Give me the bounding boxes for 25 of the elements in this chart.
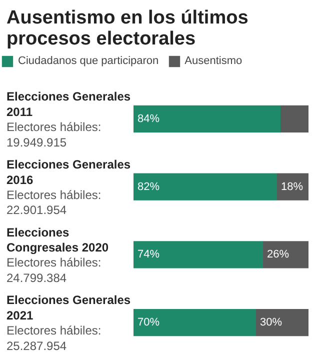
y-tick-label: Elecciones Generales 2011 [6,90,131,119]
data-label: 82% [138,180,160,193]
data-label: 18% [281,180,304,193]
bar [134,105,280,133]
bar [134,308,256,336]
text: Electores hábiles: 19.949.915 [6,120,102,150]
legend-label: Ciudadanos que participaron [18,55,159,67]
bar [134,173,277,200]
data-label: 70% [138,316,160,329]
legend-label: Ausentismo [184,55,242,67]
data-label: 84% [138,112,160,125]
text: Electores hábiles: 25.287.954 [6,324,102,353]
bar [280,105,308,133]
text: Electores hábiles: 24.799.384 [6,256,102,286]
y-tick-label: Elecciones Congresales 2020 [6,225,109,255]
chart-title: Ausentismo en los últimos procesos electorales [6,8,248,50]
bar [256,308,308,336]
y-tick-label: Elecciones Generales 2021 [6,293,131,323]
data-label: 26% [267,248,290,261]
data-label: 30% [260,316,282,329]
text: Electores hábiles: 22.901.954 [6,188,102,218]
data-label: 74% [138,248,160,261]
bar [134,241,263,268]
y-tick-label: Elecciones Generales 2016 [6,157,131,187]
bar [263,241,308,268]
